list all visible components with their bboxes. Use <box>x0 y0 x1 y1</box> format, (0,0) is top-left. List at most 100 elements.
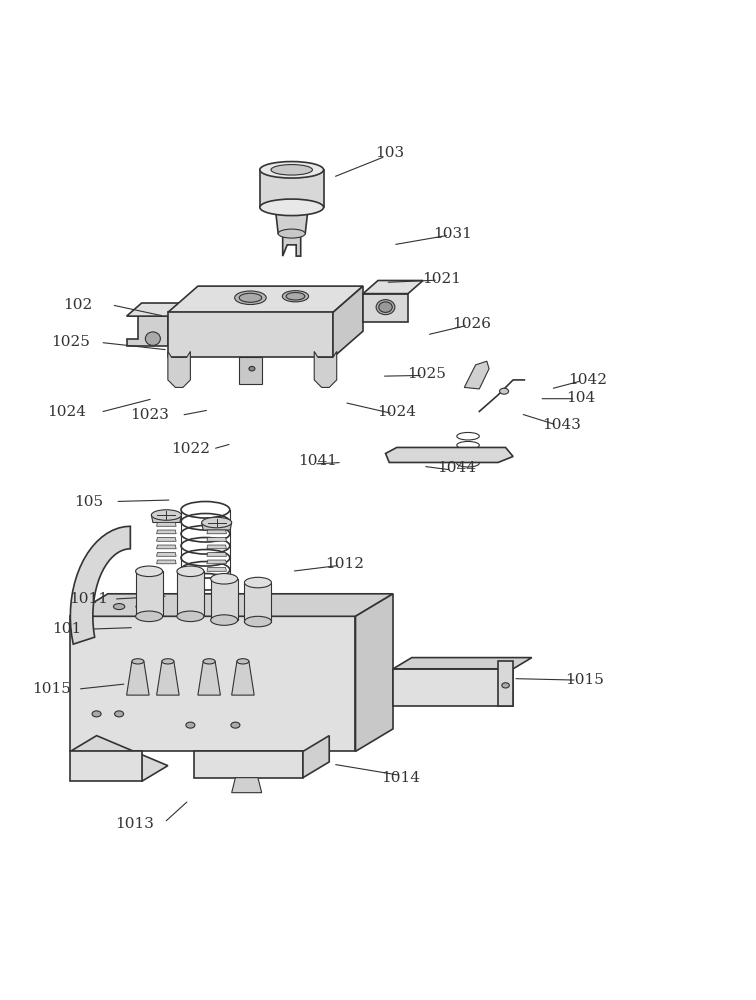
Text: 1044: 1044 <box>437 461 476 475</box>
Ellipse shape <box>260 199 324 216</box>
Ellipse shape <box>278 229 305 238</box>
Polygon shape <box>70 616 355 751</box>
Polygon shape <box>303 736 329 778</box>
Polygon shape <box>156 661 179 695</box>
Ellipse shape <box>231 722 240 728</box>
Ellipse shape <box>237 659 249 664</box>
Text: 1021: 1021 <box>423 272 461 286</box>
Text: 1023: 1023 <box>130 408 169 422</box>
Polygon shape <box>135 571 163 616</box>
Polygon shape <box>156 538 176 541</box>
Polygon shape <box>498 661 513 706</box>
Polygon shape <box>231 661 254 695</box>
Polygon shape <box>231 778 262 793</box>
Text: 1014: 1014 <box>381 771 420 785</box>
Polygon shape <box>283 234 301 256</box>
Ellipse shape <box>379 302 392 312</box>
Text: 104: 104 <box>566 391 595 405</box>
Polygon shape <box>207 545 226 549</box>
Ellipse shape <box>135 611 163 622</box>
Text: 105: 105 <box>75 495 104 509</box>
Ellipse shape <box>132 659 144 664</box>
Polygon shape <box>70 736 168 781</box>
Polygon shape <box>207 553 226 556</box>
Ellipse shape <box>92 711 101 717</box>
Polygon shape <box>156 545 176 549</box>
Ellipse shape <box>211 615 237 625</box>
Text: 1031: 1031 <box>434 227 472 241</box>
Ellipse shape <box>260 162 324 178</box>
Text: 1015: 1015 <box>565 673 604 687</box>
Polygon shape <box>156 530 176 534</box>
Text: 1022: 1022 <box>171 442 210 456</box>
Ellipse shape <box>282 291 308 302</box>
Polygon shape <box>393 669 513 706</box>
Polygon shape <box>202 523 231 530</box>
Polygon shape <box>198 661 221 695</box>
Polygon shape <box>207 538 226 541</box>
Text: 103: 103 <box>375 146 404 160</box>
Ellipse shape <box>202 517 231 528</box>
Polygon shape <box>260 170 324 207</box>
Ellipse shape <box>186 722 195 728</box>
Polygon shape <box>156 560 176 564</box>
Ellipse shape <box>136 604 147 610</box>
Polygon shape <box>168 312 333 357</box>
Polygon shape <box>314 351 336 387</box>
Ellipse shape <box>376 300 395 315</box>
Text: 1015: 1015 <box>32 682 71 696</box>
Polygon shape <box>211 579 237 620</box>
Ellipse shape <box>500 388 509 394</box>
Text: 101: 101 <box>52 622 81 636</box>
Ellipse shape <box>286 293 305 300</box>
Ellipse shape <box>502 683 510 688</box>
Text: 1041: 1041 <box>299 454 337 468</box>
Text: 1043: 1043 <box>542 418 581 432</box>
Polygon shape <box>363 280 423 294</box>
Polygon shape <box>393 658 531 669</box>
Ellipse shape <box>271 165 312 175</box>
Polygon shape <box>355 594 393 751</box>
Polygon shape <box>126 303 183 316</box>
Polygon shape <box>363 294 408 322</box>
Ellipse shape <box>244 577 271 588</box>
Polygon shape <box>207 560 226 564</box>
Polygon shape <box>156 523 176 526</box>
Ellipse shape <box>177 611 204 622</box>
Polygon shape <box>126 316 168 346</box>
Ellipse shape <box>115 711 123 717</box>
Ellipse shape <box>162 659 174 664</box>
Polygon shape <box>156 553 176 556</box>
Ellipse shape <box>177 566 204 577</box>
Polygon shape <box>194 751 303 778</box>
Polygon shape <box>177 571 204 616</box>
Polygon shape <box>70 751 141 781</box>
Text: 102: 102 <box>64 298 92 312</box>
Text: 1042: 1042 <box>569 373 608 387</box>
Polygon shape <box>464 361 489 389</box>
Text: 1011: 1011 <box>70 592 109 606</box>
Text: 1026: 1026 <box>452 317 491 331</box>
Polygon shape <box>151 515 181 523</box>
Text: 1024: 1024 <box>377 405 417 419</box>
Polygon shape <box>168 286 363 312</box>
Polygon shape <box>386 447 513 462</box>
Polygon shape <box>207 530 226 534</box>
Ellipse shape <box>203 659 215 664</box>
Text: 1012: 1012 <box>325 557 364 571</box>
Polygon shape <box>244 583 271 622</box>
Ellipse shape <box>244 616 271 627</box>
Ellipse shape <box>145 332 160 345</box>
Polygon shape <box>275 207 308 234</box>
Text: 1025: 1025 <box>407 367 446 381</box>
Polygon shape <box>333 286 363 357</box>
Polygon shape <box>126 661 149 695</box>
Polygon shape <box>168 351 191 387</box>
Polygon shape <box>239 357 262 384</box>
Ellipse shape <box>113 604 125 610</box>
Text: 1024: 1024 <box>47 405 86 419</box>
Polygon shape <box>70 594 393 616</box>
Ellipse shape <box>239 293 262 302</box>
Text: 1013: 1013 <box>115 817 153 831</box>
Polygon shape <box>70 526 130 644</box>
